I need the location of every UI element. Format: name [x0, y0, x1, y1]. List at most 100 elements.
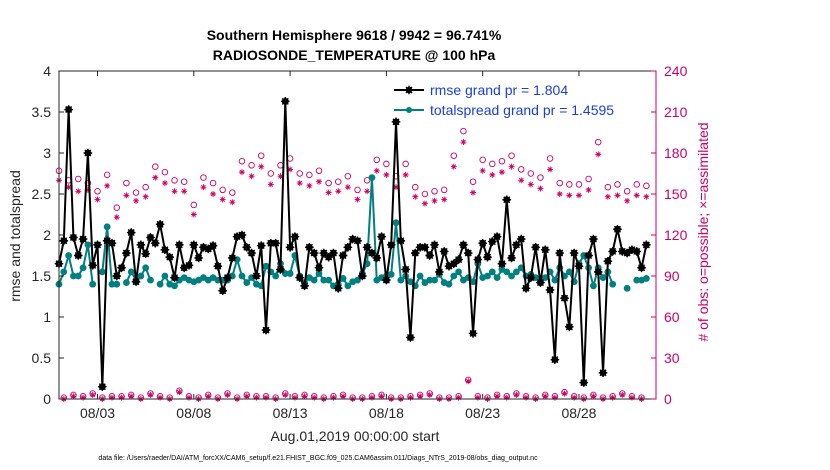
rmse-point-star: [540, 245, 550, 255]
rmse-point-star-glyph: [319, 248, 329, 258]
rmse-point: [560, 293, 569, 303]
y-tick-label: 2: [43, 227, 51, 243]
rmse-point-star: [266, 238, 276, 248]
obs-assimilated-point: [590, 393, 597, 400]
rmse-point-star: [372, 253, 382, 263]
spread-point: [580, 252, 588, 259]
rmse-point-star: [314, 263, 324, 273]
rmse-point: [122, 248, 131, 258]
rmse-point-star-glyph: [252, 271, 261, 281]
y-tick-label: 2.5: [32, 186, 52, 202]
rmse-point-star-glyph: [218, 286, 227, 296]
spread-point: [79, 264, 87, 272]
obs-possible-point: [113, 204, 121, 211]
rmse-point-star-glyph: [261, 325, 271, 335]
rmse-point: [271, 238, 280, 248]
rmse-point-star-glyph: [213, 261, 223, 271]
obs-assimilated-point: [561, 390, 568, 397]
rmse-point-star: [333, 284, 343, 293]
legend-rmse-marker-star-glyph: [404, 85, 414, 95]
rmse-point-star-glyph: [632, 247, 642, 256]
spread-point: [325, 276, 333, 284]
obs-assimilated-point: [518, 177, 525, 184]
rmse-point-star-glyph: [141, 249, 150, 259]
rmse-point-star: [199, 243, 208, 252]
rmse-point-star: [343, 243, 353, 252]
y-tick-label: 1.5: [32, 268, 52, 284]
rmse-point: [194, 253, 203, 263]
y-axis-label-right: # of obs: o=possible; ×=assimilated: [695, 122, 711, 341]
obs-possible-point: [450, 152, 458, 159]
obs-assimilated-point-glyph: [489, 171, 496, 178]
rmse-point: [483, 252, 492, 262]
obs-assimilated-point: [104, 182, 111, 189]
rmse-point: [280, 97, 290, 106]
rmse-point-star: [642, 240, 651, 250]
rmse-line: [58, 101, 648, 387]
obs-assimilated-point: [470, 189, 477, 196]
rmse-point-star: [632, 247, 642, 256]
spread-point: [508, 272, 515, 280]
rmse-point: [160, 245, 170, 255]
rmse-point-star: [213, 261, 223, 271]
obs-assimilated-point: [80, 394, 87, 401]
obs-assimilated-point: [378, 393, 385, 400]
obs-assimilated-point: [238, 169, 245, 176]
rmse-point: [382, 275, 391, 285]
rmse-point-star: [271, 238, 280, 248]
rmse-point: [78, 234, 88, 244]
rmse-point: [141, 249, 150, 259]
rmse-point-star: [131, 277, 141, 287]
rmse-point-star: [102, 236, 112, 246]
obs-assimilated-point-glyph: [407, 394, 414, 401]
spread-point: [108, 280, 116, 288]
rmse-point: [136, 240, 146, 250]
obs-assimilated-point: [407, 394, 414, 401]
rmse-point: [228, 253, 237, 263]
x-axis-label: Aug.01,2019 00:00:00 start: [271, 428, 440, 444]
rmse-point-star-glyph: [175, 240, 184, 250]
y-tick-label: 3: [43, 145, 51, 161]
rmse-point: [521, 284, 531, 293]
rmse-point-star: [141, 249, 150, 259]
rmse-point-star: [175, 240, 184, 250]
rmse-point-star-glyph: [179, 263, 189, 273]
rmse-point-star: [256, 241, 266, 250]
rmse-point-star: [560, 293, 569, 303]
obs-assimilated-point: [176, 389, 183, 396]
obs-assimilated-point: [296, 180, 303, 187]
rmse-point: [459, 240, 468, 250]
legend-rmse-marker-star: [404, 85, 414, 95]
obs-assimilated-point-glyph: [571, 394, 578, 401]
rmse-point: [598, 368, 608, 378]
rmse-point: [213, 261, 223, 271]
spread-point: [416, 272, 424, 280]
obs-assimilated-point-glyph: [421, 200, 428, 207]
obs-assimilated-point-glyph: [609, 394, 616, 401]
rmse-point-star-glyph: [83, 148, 93, 158]
rmse-point: [425, 251, 435, 260]
rmse-point-star: [449, 259, 459, 268]
obs-assimilated-point-glyph: [633, 192, 640, 199]
rmse-point-star: [179, 263, 189, 273]
rmse-point: [69, 233, 78, 242]
obs-assimilated-point: [537, 185, 544, 192]
rmse-point: [463, 248, 473, 258]
obs-assimilated-point-glyph: [185, 394, 192, 401]
obs-assimilated-point: [421, 200, 428, 207]
rmse-point-star: [290, 232, 300, 241]
spread-point: [74, 272, 82, 280]
rmse-point-star-glyph: [348, 234, 357, 244]
rmse-point-star: [228, 253, 237, 263]
obs-assimilated-point: [489, 171, 496, 178]
obs-possible-point: [306, 171, 313, 179]
rmse-point-star: [613, 224, 622, 234]
rmse-point: [295, 273, 305, 282]
spread-point: [89, 280, 97, 288]
rmse-point-star-glyph: [521, 284, 531, 293]
obs-assimilated-point: [123, 192, 130, 199]
rmse-point: [333, 284, 343, 293]
rmse-point: [93, 240, 102, 250]
rmse-point-star-glyph: [425, 251, 435, 260]
rmse-point-star: [117, 263, 126, 273]
